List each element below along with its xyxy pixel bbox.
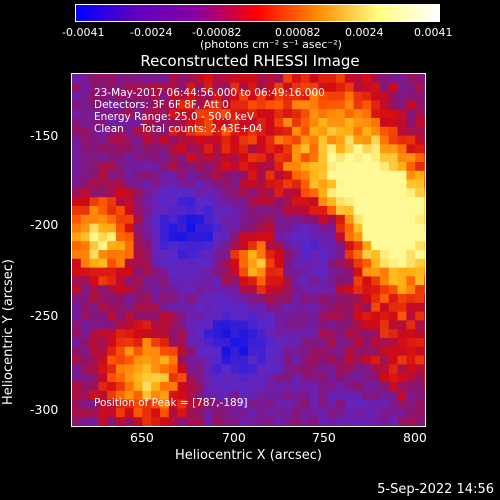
colorbar-tick-label: -0.00082 [192,26,242,39]
colorbar-units-label: (photons cm⁻² s⁻¹ asec⁻²) [200,38,342,51]
energy-range-text: Energy Range: 25.0 - 50.0 keV [94,111,255,123]
x-tick-label: 750 [312,430,336,445]
x-tick-label: 800 [403,430,427,445]
x-tick-label: 700 [222,430,246,445]
plot-frame [71,73,426,427]
y-axis-label: Heliocentric Y (arcsec) [1,259,16,405]
x-tick-label: 650 [130,430,154,445]
colorbar-tick-label: 0.0024 [345,26,384,39]
colorbar-tick-label: -0.0041 [62,26,105,39]
detectors-text: Detectors: 3F 6F 8F, Att 0 [94,99,229,111]
y-tick-label: -150 [30,128,59,143]
colorbar [75,4,440,22]
x-axis-label: Heliocentric X (arcsec) [175,448,322,463]
y-tick-label: -250 [30,308,59,323]
time-range-text: 23-May-2017 06:44:56.000 to 06:49:16.000 [94,87,325,99]
plot-title: Reconstructed RHESSI Image [140,52,360,70]
colorbar-tick-label: -0.0024 [130,26,173,39]
colorbar-tick-label: 0.0041 [414,26,453,39]
rhessi-heatmap-image [72,74,425,426]
y-tick-label: -300 [30,402,59,417]
peak-position-text: Position of Peak = [787,-189] [94,397,248,409]
colorbar-tick-label: 0.00082 [275,26,321,39]
timestamp: 5-Sep-2022 14:56 [377,482,494,497]
clean-counts-text: Clean Total counts: 2.43E+04 [94,123,263,135]
y-tick-label: -200 [30,217,59,232]
